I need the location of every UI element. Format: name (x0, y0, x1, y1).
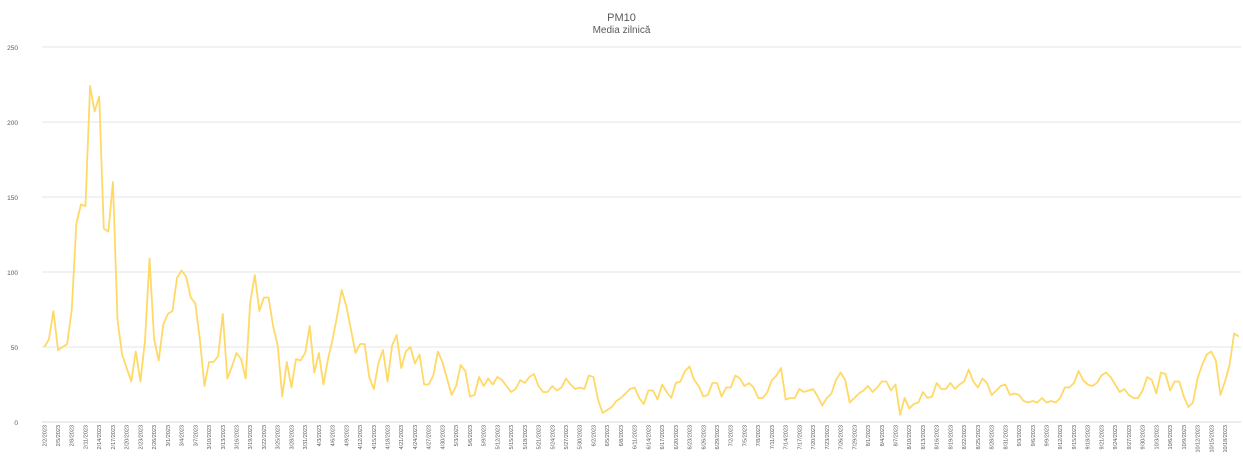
chart-title: PM10 (607, 12, 636, 24)
x-tick-label: 5/9/2023 (482, 425, 488, 446)
x-tick-label: 6/14/2023 (646, 425, 652, 449)
x-tick-label: 8/4/2023 (880, 425, 886, 446)
x-tick-label: 8/7/2023 (893, 425, 899, 446)
x-tick-label: 10/6/2023 (1168, 425, 1174, 449)
x-tick-label: 5/18/2023 (523, 425, 529, 449)
x-tick-label: 10/12/2023 (1196, 425, 1202, 453)
x-tick-label: 7/14/2023 (784, 425, 790, 449)
x-tick-label: 9/18/2023 (1086, 425, 1092, 449)
x-tick-label: 2/23/2023 (138, 425, 144, 449)
y-tick-label: 100 (7, 270, 18, 277)
x-tick-label: 5/21/2023 (537, 425, 543, 449)
x-tick-label: 2/5/2023 (56, 425, 62, 446)
x-tick-label: 8/19/2023 (948, 425, 954, 449)
x-tick-label: 3/16/2023 (234, 425, 240, 449)
x-tick-label: 5/24/2023 (550, 425, 556, 449)
x-tick-label: 3/7/2023 (193, 425, 199, 446)
x-tick-label: 7/23/2023 (825, 425, 831, 449)
x-tick-label: 7/11/2023 (770, 425, 776, 449)
x-tick-label: 10/15/2023 (1209, 425, 1215, 453)
x-tick-label: 4/3/2023 (317, 425, 323, 446)
x-tick-label: 8/25/2023 (976, 425, 982, 449)
x-tick-label: 8/13/2023 (921, 425, 927, 449)
y-tick-label: 200 (7, 120, 18, 127)
x-tick-label: 2/2/2023 (42, 425, 48, 446)
x-tick-label: 8/22/2023 (962, 425, 968, 449)
x-tick-label: 2/26/2023 (152, 425, 158, 449)
x-tick-label: 10/3/2023 (1154, 425, 1160, 449)
y-tick-label: 250 (7, 45, 18, 52)
x-tick-label: 9/24/2023 (1113, 425, 1119, 449)
x-tick-label: 5/12/2023 (495, 425, 501, 449)
x-tick-label: 7/26/2023 (839, 425, 845, 449)
y-tick-label: 150 (7, 195, 18, 202)
x-tick-label: 10/18/2023 (1223, 425, 1229, 453)
x-tick-label: 5/3/2023 (454, 425, 460, 446)
x-tick-label: 8/28/2023 (990, 425, 996, 449)
x-tick-label: 4/21/2023 (399, 425, 405, 449)
x-tick-label: 3/22/2023 (262, 425, 268, 449)
x-tick-label: 3/4/2023 (180, 425, 186, 446)
x-tick-label: 8/31/2023 (1003, 425, 1009, 449)
x-tick-label: 6/17/2023 (660, 425, 666, 449)
x-tick-label: 5/30/2023 (578, 425, 584, 449)
x-tick-label: 2/8/2023 (70, 425, 76, 446)
x-tick-label: 6/8/2023 (619, 425, 625, 446)
x-tick-label: 9/15/2023 (1072, 425, 1078, 449)
x-tick-label: 7/8/2023 (756, 425, 762, 446)
series-line (43, 85, 1240, 416)
chart-subtitle: Media zilnică (592, 25, 651, 36)
x-tick-label: 6/20/2023 (674, 425, 680, 449)
x-tick-label: 4/18/2023 (386, 425, 392, 449)
y-tick-label: 0 (14, 420, 18, 427)
x-tick-label: 6/2/2023 (591, 425, 597, 446)
x-tick-label: 7/20/2023 (811, 425, 817, 449)
y-tick-label: 50 (11, 345, 19, 352)
x-tick-label: 9/21/2023 (1099, 425, 1105, 449)
x-tick-label: 5/6/2023 (468, 425, 474, 446)
x-tick-label: 3/1/2023 (166, 425, 172, 446)
x-tick-label: 6/26/2023 (701, 425, 707, 449)
x-tick-label: 7/29/2023 (852, 425, 858, 449)
x-tick-label: 9/6/2023 (1031, 425, 1037, 446)
x-tick-label: 6/29/2023 (715, 425, 721, 449)
x-tick-label: 9/12/2023 (1058, 425, 1064, 449)
x-tick-label: 2/11/2023 (83, 425, 89, 449)
x-tick-label: 7/5/2023 (742, 425, 748, 446)
x-tick-label: 3/25/2023 (276, 425, 282, 449)
x-tick-label: 7/2/2023 (729, 425, 735, 446)
x-tick-label: 6/11/2023 (633, 425, 639, 449)
x-tick-label: 6/5/2023 (605, 425, 611, 446)
x-tick-label: 2/14/2023 (97, 425, 103, 449)
x-tick-label: 4/15/2023 (372, 425, 378, 449)
x-tick-label: 2/17/2023 (111, 425, 117, 449)
x-tick-label: 6/23/2023 (688, 425, 694, 449)
x-tick-label: 3/28/2023 (289, 425, 295, 449)
x-tick-label: 2/20/2023 (125, 425, 131, 449)
x-tick-label: 9/3/2023 (1017, 425, 1023, 446)
x-tick-label: 3/19/2023 (248, 425, 254, 449)
x-tick-label: 8/1/2023 (866, 425, 872, 446)
x-tick-label: 4/24/2023 (413, 425, 419, 449)
x-tick-label: 9/9/2023 (1045, 425, 1051, 446)
x-tick-label: 3/10/2023 (207, 425, 213, 449)
x-tick-label: 8/16/2023 (935, 425, 941, 449)
x-tick-label: 4/12/2023 (358, 425, 364, 449)
x-tick-label: 3/13/2023 (221, 425, 227, 449)
x-tick-label: 5/27/2023 (564, 425, 570, 449)
x-tick-label: 9/27/2023 (1127, 425, 1133, 449)
x-tick-label: 4/9/2023 (344, 425, 350, 446)
x-tick-label: 4/27/2023 (427, 425, 433, 449)
x-tick-label: 10/9/2023 (1182, 425, 1188, 449)
x-tick-label: 8/10/2023 (907, 425, 913, 449)
x-tick-label: 4/6/2023 (331, 425, 337, 446)
x-tick-label: 7/17/2023 (797, 425, 803, 449)
x-tick-label: 5/15/2023 (509, 425, 515, 449)
x-tick-label: 4/30/2023 (440, 425, 446, 449)
x-tick-label: 9/30/2023 (1141, 425, 1147, 449)
x-tick-label: 3/31/2023 (303, 425, 309, 449)
